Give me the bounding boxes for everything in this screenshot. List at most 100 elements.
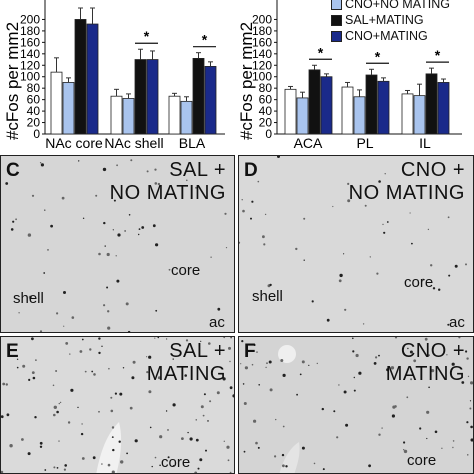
- cfos-stained-cell: [240, 363, 242, 365]
- cfos-stained-cell: [122, 367, 125, 369]
- cfos-stained-cell: [243, 450, 246, 453]
- cfos-stained-cell: [5, 383, 8, 386]
- bar: [320, 76, 333, 135]
- cfos-stained-cell: [34, 416, 37, 419]
- cfos-stained-cell: [112, 229, 114, 231]
- cfos-stained-cell: [295, 247, 298, 251]
- cfos-stained-cell: [77, 406, 79, 409]
- bar: [62, 82, 75, 135]
- cfos-stained-cell: [223, 337, 226, 339]
- y-tick-label: 160: [252, 35, 272, 49]
- cfos-stained-cell: [110, 409, 114, 413]
- cfos-stained-cell: [250, 217, 252, 220]
- region-label-shell: shell: [13, 290, 44, 307]
- cfos-stained-cell: [167, 429, 169, 431]
- cfos-stained-cell: [104, 245, 106, 247]
- micrograph-texture: [1, 337, 234, 473]
- y-tick-label: 20: [27, 116, 41, 130]
- y-tick-label: 120: [252, 58, 272, 72]
- legend-item-cno-mating: CNO+MATING: [331, 29, 428, 43]
- category-label: NAc core: [45, 135, 103, 151]
- cfos-stained-cell: [296, 393, 298, 396]
- cfos-stained-cell: [81, 338, 84, 341]
- y-tick-label: 60: [27, 93, 41, 107]
- cfos-stained-cell: [277, 156, 280, 158]
- cfos-stained-cell: [333, 410, 336, 413]
- cfos-stained-cell: [181, 437, 184, 440]
- cfos-stained-cell: [406, 396, 409, 399]
- y-tick-label: 0: [265, 127, 272, 141]
- cfos-stained-cell: [403, 441, 406, 444]
- cfos-stained-cell: [432, 287, 436, 290]
- cfos-stained-cell: [255, 441, 258, 445]
- cfos-stained-cell: [82, 217, 85, 219]
- cfos-stained-cell: [103, 304, 106, 307]
- significance-star: *: [318, 44, 324, 60]
- cfos-stained-cell: [107, 463, 111, 467]
- cfos-stained-cell: [226, 445, 230, 449]
- cfos-stained-cell: [59, 401, 62, 404]
- region-label-ac: ac: [209, 314, 225, 331]
- cfos-stained-cell: [369, 256, 371, 258]
- cfos-stained-cell: [358, 371, 362, 375]
- y-tick-label: 80: [27, 81, 41, 95]
- cfos-stained-cell: [228, 346, 231, 350]
- cfos-stained-cell: [274, 455, 277, 458]
- cfos-stained-cell: [217, 307, 221, 311]
- cfos-stained-cell: [6, 413, 10, 417]
- cfos-stained-cell: [44, 469, 47, 471]
- cfos-stained-cell: [347, 182, 350, 185]
- cfos-stained-cell: [441, 447, 443, 449]
- y-tick-label: 200: [20, 12, 40, 26]
- bar: [401, 93, 414, 135]
- legend-swatch: [331, 15, 342, 27]
- cfos-stained-cell: [353, 376, 355, 379]
- cfos-stained-cell: [165, 410, 168, 412]
- cfos-stained-cell: [448, 274, 451, 277]
- bar: [74, 19, 87, 135]
- cfos-stained-cell: [39, 330, 43, 332]
- cfos-stained-cell: [282, 425, 285, 428]
- cfos-stained-cell: [154, 337, 156, 339]
- cfos-stained-cell: [242, 209, 245, 213]
- cfos-stained-cell: [386, 368, 390, 372]
- cfos-stained-cell: [71, 316, 75, 319]
- cfos-stained-cell: [465, 350, 468, 353]
- cfos-stained-cell: [256, 351, 258, 353]
- cfos-stained-cell: [112, 448, 115, 452]
- panel-condition-line2: MATING: [146, 363, 226, 385]
- cfos-stained-cell: [209, 400, 212, 403]
- cfos-stained-cell: [152, 224, 156, 228]
- cfos-stained-cell: [205, 449, 207, 452]
- micrograph-panel-d: D CNO + NO MATING core shell ac: [238, 155, 474, 333]
- cfos-stained-cell: [134, 439, 138, 443]
- cfos-stained-cell: [426, 437, 428, 440]
- cfos-stained-cell: [157, 337, 160, 339]
- cfos-stained-cell: [253, 344, 256, 346]
- cfos-stained-cell: [1, 470, 4, 473]
- cfos-stained-cell: [44, 209, 46, 211]
- cfos-stained-cell: [375, 356, 378, 359]
- cfos-stained-cell: [452, 440, 455, 442]
- micrograph-panel-c: C SAL + NO MATING core shell ac: [0, 155, 235, 333]
- cfos-stained-cell: [118, 440, 121, 443]
- cfos-stained-cell: [84, 370, 87, 373]
- cfos-stained-cell: [53, 413, 56, 417]
- cfos-stained-cell: [224, 212, 227, 215]
- cfos-stained-cell: [202, 414, 205, 417]
- cfos-stained-cell: [197, 467, 200, 470]
- cfos-stained-cell: [285, 465, 288, 468]
- cfos-stained-cell: [426, 410, 430, 414]
- cfos-stained-cell: [251, 363, 254, 366]
- y-tick-label: 200: [252, 12, 272, 26]
- cfos-stained-cell: [407, 347, 409, 350]
- cfos-stained-cell: [253, 419, 257, 423]
- cfos-stained-cell: [403, 449, 405, 451]
- cfos-stained-cell: [79, 350, 83, 353]
- cfos-stained-cell: [55, 370, 58, 372]
- cfos-stained-cell: [81, 457, 85, 460]
- cfos-stained-cell: [409, 350, 413, 354]
- cfos-stained-cell: [138, 228, 141, 230]
- cfos-stained-cell: [16, 366, 19, 369]
